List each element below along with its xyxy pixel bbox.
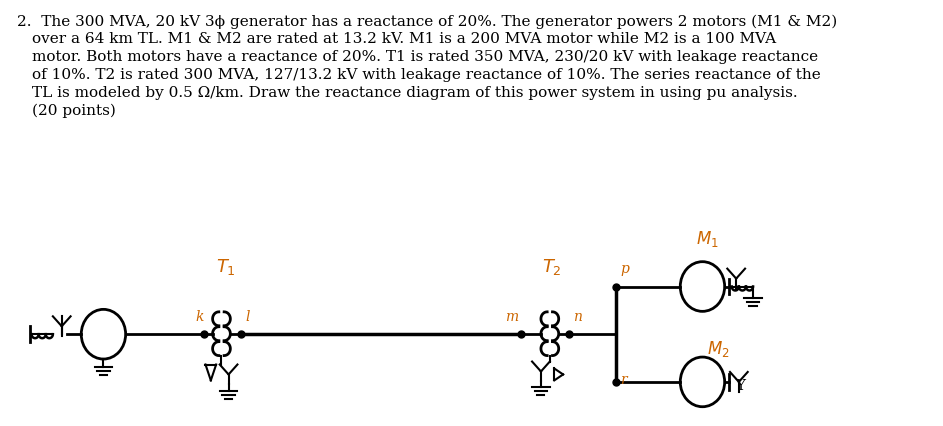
Text: motor. Both motors have a reactance of 20%. T1 is rated 350 MVA, 230/20 kV with : motor. Both motors have a reactance of 2…: [32, 50, 819, 64]
Text: of 10%. T2 is rated 300 MVA, 127/13.2 kV with leakage reactance of 10%. The seri: of 10%. T2 is rated 300 MVA, 127/13.2 kV…: [32, 68, 821, 82]
Text: n: n: [573, 310, 582, 324]
Text: (20 points): (20 points): [32, 104, 116, 118]
Text: Y: Y: [736, 379, 746, 393]
Text: $T_1$: $T_1$: [216, 256, 236, 276]
Text: p: p: [620, 262, 629, 276]
Text: $M_2$: $M_2$: [707, 339, 730, 359]
Text: k: k: [196, 310, 204, 324]
Text: $T_2$: $T_2$: [541, 256, 561, 276]
Text: TL is modeled by 0.5 Ω/km. Draw the reactance diagram of this power system in us: TL is modeled by 0.5 Ω/km. Draw the reac…: [32, 86, 798, 100]
Text: 2.  The 300 MVA, 20 kV 3ϕ generator has a reactance of 20%. The generator powers: 2. The 300 MVA, 20 kV 3ϕ generator has a…: [17, 14, 837, 29]
Text: l: l: [245, 310, 250, 324]
Text: r: r: [620, 373, 626, 387]
Text: $M_1$: $M_1$: [696, 229, 719, 249]
Text: m: m: [505, 310, 518, 324]
Text: over a 64 km TL. M1 & M2 are rated at 13.2 kV. M1 is a 200 MVA motor while M2 is: over a 64 km TL. M1 & M2 are rated at 13…: [32, 32, 777, 46]
